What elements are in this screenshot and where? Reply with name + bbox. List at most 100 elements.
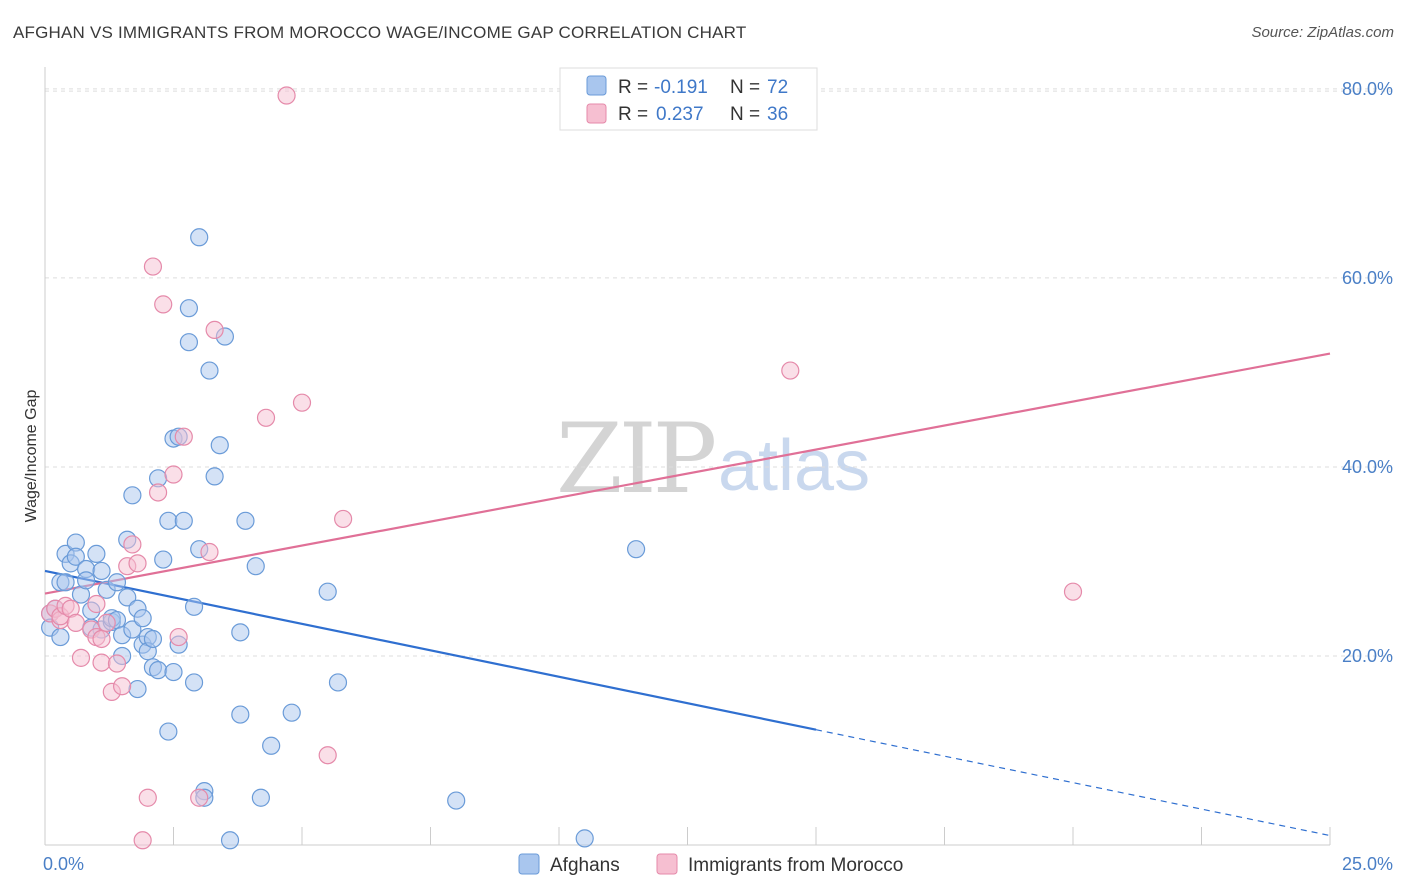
point-afghans-60 — [231, 623, 250, 642]
point-morocco-28 — [190, 788, 209, 807]
bottom-legend-swatch-afghans — [518, 853, 540, 875]
legend-r-value-1: -0.191 — [654, 77, 708, 98]
point-afghans-16 — [92, 561, 111, 581]
legend-n-value-2: 36 — [767, 104, 788, 125]
y-tick-labels: 20.0% 40.0% 60.0% 80.0% — [1342, 79, 1393, 666]
point-morocco-11 — [92, 653, 111, 672]
point-afghans-4 — [51, 627, 70, 647]
legend-box: R = -0.191 N = 72 R = 0.237 N = 36 — [559, 67, 818, 131]
point-afghans-50 — [184, 597, 204, 616]
source-label: Source: ZipAtlas.com — [1251, 24, 1394, 41]
point-afghans-39 — [154, 550, 173, 569]
axes — [44, 67, 1331, 846]
trend-lines — [44, 352, 1331, 837]
point-afghans-66 — [282, 703, 301, 722]
point-morocco-23 — [148, 483, 168, 502]
legend-r-value-2: 0.237 — [656, 104, 704, 125]
y-axis-label: Wage/Income Gap — [23, 390, 40, 523]
point-afghans-22 — [107, 573, 127, 592]
point-afghans-6 — [56, 573, 75, 592]
point-afghans-67 — [318, 582, 337, 601]
point-afghans-9 — [66, 547, 85, 566]
point-afghans-27 — [123, 620, 142, 639]
legend-swatch-afghans — [586, 75, 607, 96]
x-tick-label-max: 25.0% — [1342, 854, 1393, 874]
point-afghans-48 — [179, 299, 199, 318]
point-morocco-6 — [66, 613, 85, 632]
chart-title: AFGHAN VS IMMIGRANTS FROM MOROCCO WAGE/I… — [13, 23, 747, 42]
point-afghans-52 — [190, 228, 209, 247]
point-afghans-26 — [118, 588, 137, 607]
trend-line-morocco — [44, 352, 1331, 595]
point-morocco-25 — [164, 465, 183, 484]
point-morocco-37 — [1063, 582, 1083, 601]
point-morocco-18 — [123, 535, 142, 554]
point-morocco-26 — [169, 627, 188, 647]
point-afghans-40 — [159, 722, 178, 741]
point-morocco-32 — [277, 86, 296, 105]
point-morocco-29 — [200, 542, 219, 562]
point-afghans-62 — [236, 511, 255, 530]
y-tick-label-60: 60.0% — [1342, 268, 1393, 288]
point-morocco-9 — [87, 594, 106, 614]
point-morocco-19 — [128, 554, 147, 573]
bottom-legend: Afghans Immigrants from Morocco — [518, 853, 903, 876]
point-afghans-63 — [246, 557, 265, 576]
point-afghans-41 — [159, 511, 178, 530]
point-afghans-32 — [133, 609, 152, 628]
point-morocco-13 — [97, 613, 116, 632]
legend-n-value-1: 72 — [767, 77, 788, 98]
point-afghans-49 — [184, 673, 204, 692]
series-morocco — [41, 86, 1083, 850]
point-afghans-68 — [328, 673, 348, 692]
point-morocco-22 — [143, 257, 163, 276]
point-morocco-20 — [133, 831, 152, 850]
legend-n-label-2: N = — [730, 104, 760, 125]
point-morocco-16 — [112, 677, 132, 696]
legend-swatch-morocco — [586, 103, 607, 124]
watermark-zip: ZIP — [556, 403, 715, 515]
point-afghans-64 — [251, 788, 270, 807]
trend-line-afghans-dashed — [815, 729, 1331, 837]
point-morocco-36 — [781, 361, 800, 380]
point-afghans-61 — [231, 705, 250, 724]
point-afghans-30 — [128, 679, 147, 699]
point-morocco-31 — [256, 408, 276, 427]
x-tick-label-min: 0.0% — [43, 854, 84, 874]
bottom-legend-swatch-morocco — [656, 853, 678, 875]
point-morocco-7 — [71, 648, 91, 667]
point-afghans-28 — [123, 486, 142, 505]
y-tick-label-20: 20.0% — [1342, 646, 1393, 666]
point-morocco-12 — [92, 629, 111, 649]
point-morocco-15 — [107, 654, 127, 673]
point-morocco-27 — [174, 427, 193, 446]
y-tick-label-80: 80.0% — [1342, 79, 1393, 99]
point-afghans-47 — [179, 333, 199, 352]
legend-r-label-1: R = — [618, 77, 648, 98]
legend-n-label-1: N = — [730, 77, 760, 98]
gridlines — [45, 88, 1392, 657]
point-morocco-35 — [334, 509, 353, 529]
point-morocco-34 — [318, 746, 337, 765]
point-morocco-24 — [154, 295, 173, 314]
point-morocco-30 — [205, 320, 224, 340]
watermark-atlas: atlas — [718, 426, 870, 506]
point-morocco-33 — [292, 393, 312, 412]
point-afghans-42 — [164, 662, 183, 682]
y-tick-label-40: 40.0% — [1342, 457, 1393, 477]
bottom-legend-morocco: Immigrants from Morocco — [688, 855, 903, 876]
point-afghans-71 — [626, 540, 646, 559]
watermark: ZIP atlas — [556, 403, 870, 515]
point-afghans-69 — [447, 791, 466, 810]
point-afghans-57 — [210, 436, 229, 455]
point-afghans-55 — [200, 361, 219, 380]
legend-r-label-2: R = — [618, 104, 648, 125]
point-afghans-59 — [220, 831, 240, 850]
trend-line-afghans — [44, 569, 817, 731]
point-afghans-70 — [575, 829, 594, 848]
point-afghans-35 — [143, 629, 163, 649]
point-afghans-12 — [77, 571, 96, 590]
point-afghans-65 — [262, 736, 281, 755]
point-morocco-21 — [138, 788, 157, 807]
